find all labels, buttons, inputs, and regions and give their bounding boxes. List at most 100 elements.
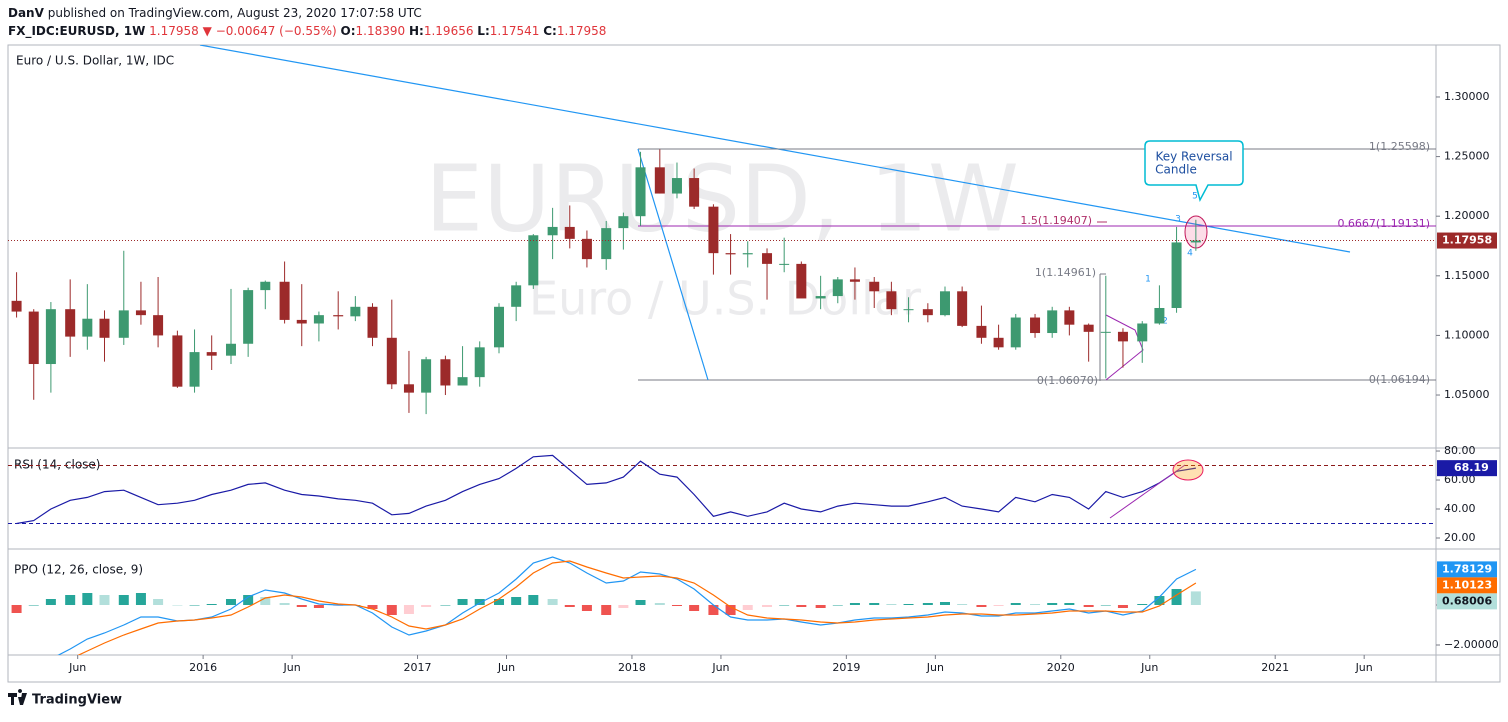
- candle-body: [403, 384, 414, 393]
- histogram-bar: [564, 605, 575, 607]
- histogram-bar: [762, 605, 773, 607]
- histogram-bar: [869, 603, 880, 605]
- histogram-bar: [1137, 604, 1148, 605]
- histogram-bar: [618, 605, 629, 608]
- histogram-bar: [815, 605, 826, 608]
- candle-body: [886, 291, 897, 310]
- y-tick-label: 1.30000: [1444, 90, 1490, 103]
- histogram-bar: [903, 604, 914, 605]
- histogram-bar: [689, 605, 700, 611]
- histogram-bar: [153, 599, 164, 605]
- candle-body: [1064, 310, 1075, 325]
- y-tick-label: 1.20000: [1444, 209, 1490, 222]
- y-tick-label: 1.15000: [1444, 269, 1490, 282]
- candle-body: [350, 306, 361, 317]
- histogram-bar: [1083, 605, 1094, 607]
- candle-body: [45, 309, 56, 365]
- candle-body: [618, 216, 629, 229]
- rsi-value-box: [1437, 460, 1497, 477]
- histogram-bar: [1117, 605, 1128, 608]
- brand: TradingView: [32, 693, 122, 708]
- histogram-bar: [742, 605, 753, 610]
- candle-body: [1190, 240, 1201, 243]
- candle-body: [313, 315, 324, 324]
- candle-body: [957, 291, 968, 326]
- signal-line: [77, 560, 1197, 655]
- histogram-bar: [922, 603, 933, 605]
- candle-body: [1010, 317, 1021, 348]
- histogram-bar: [225, 599, 236, 605]
- x-tick-label: Jun: [711, 661, 729, 674]
- ohlc-label: C:: [543, 24, 557, 38]
- histogram-bar: [1171, 589, 1182, 605]
- histogram-bar: [28, 605, 39, 606]
- histogram-bar: [1064, 603, 1075, 605]
- histogram-bar: [849, 603, 860, 605]
- candle-body: [601, 228, 612, 260]
- candle-body: [279, 281, 290, 320]
- annotation: 5: [1192, 192, 1198, 202]
- histogram-bar: [65, 595, 76, 605]
- histogram-bar: [403, 605, 414, 614]
- drawings: [199, 45, 1436, 381]
- candle-body: [671, 178, 682, 194]
- candle-body: [457, 377, 468, 386]
- histogram-bar: [189, 605, 200, 606]
- candle-body: [976, 325, 987, 338]
- annotation: Key Reversal: [1155, 150, 1232, 164]
- histogram-bar: [1190, 591, 1201, 605]
- histogram-bar: [45, 599, 56, 605]
- candle-body: [762, 253, 773, 264]
- candle-body: [796, 263, 807, 299]
- candle-body: [547, 226, 558, 236]
- x-tick-label: Jun: [283, 661, 301, 674]
- candle-body: [99, 318, 110, 338]
- candle-body: [1154, 307, 1165, 324]
- candle-body: [367, 306, 378, 338]
- histogram-bar: [118, 595, 129, 605]
- histogram-bar: [779, 605, 790, 606]
- candle-body: [225, 343, 236, 356]
- histogram-bar: [671, 605, 682, 606]
- candle-body: [689, 178, 700, 207]
- histogram-bar: [243, 595, 254, 605]
- watermark: EURUSD, 1W: [425, 145, 1019, 252]
- histogram-bar: [206, 604, 217, 605]
- y-tick-label: 1.05000: [1444, 388, 1490, 401]
- ppo-value-label: 1.78129: [1442, 562, 1492, 575]
- candle-body: [189, 352, 200, 387]
- x-tick-label: 2017: [404, 661, 432, 674]
- symbol-line: FX_IDC:EURUSD, 1W 1.17958 ▼ −0.00647 (−0…: [8, 24, 606, 39]
- last-price-label: 1.17958: [1442, 234, 1492, 247]
- candle-body: [1100, 331, 1111, 333]
- candle-body: [903, 309, 914, 311]
- histogram-bar: [832, 605, 843, 606]
- histogram-bar: [528, 595, 539, 605]
- histogram-bar: [601, 605, 612, 615]
- histogram-bar: [1047, 603, 1058, 605]
- x-tick-label: Jun: [1355, 661, 1373, 674]
- histogram-bar: [511, 597, 522, 605]
- highlight: [1172, 459, 1204, 481]
- candle-body: [511, 285, 522, 307]
- rsi-value-label: 68.19: [1454, 461, 1489, 474]
- x-tick-label: 2018: [618, 661, 646, 674]
- candle-body: [1117, 331, 1128, 342]
- histogram-bar: [1154, 596, 1165, 605]
- histogram-bar: [421, 605, 432, 607]
- x-tick-label: 2019: [832, 661, 860, 674]
- candle-body: [654, 167, 665, 194]
- ohlc-label: O:: [341, 24, 356, 38]
- publish-line: DanV published on TradingView.com, Augus…: [8, 6, 422, 20]
- histogram-bar: [957, 604, 968, 605]
- ohlc-value: 1.17958: [557, 24, 607, 38]
- candle-body: [206, 352, 217, 356]
- annotation: 3: [1175, 215, 1181, 225]
- y-tick-label: 20.00: [1444, 531, 1476, 544]
- ppo-value-box: [1437, 561, 1497, 578]
- y-tick-label: −2.00000: [1444, 638, 1499, 651]
- histogram-bar: [886, 604, 897, 605]
- histogram-bar: [296, 605, 307, 607]
- histogram-bar: [976, 605, 987, 607]
